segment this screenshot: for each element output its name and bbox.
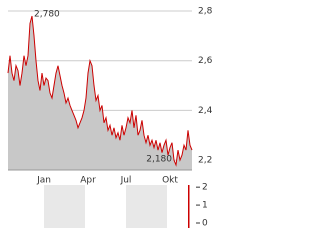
x-tick-label: Jan: [36, 176, 51, 186]
y-tick-label: 0: [202, 219, 208, 229]
x-tick-label: Okt: [162, 176, 178, 186]
price-line: [7, 15, 193, 167]
chart: 2,2 2,4 2,6 2,8 Jan Apr Jul Okt 2,780 2,180 0 1 2: [7, 7, 213, 229]
price-area: [8, 16, 192, 170]
volume-bar: [188, 185, 190, 228]
y-tick-label: 2,4: [198, 106, 213, 116]
x-tick-label: Jul: [120, 176, 132, 186]
max-label: 2,780: [34, 9, 60, 19]
y-tick-label: 1: [202, 201, 208, 211]
y-tick-label: 2,6: [198, 56, 213, 66]
y-tick-label: 2,2: [198, 156, 212, 166]
x-tick-label: Apr: [80, 176, 96, 186]
y-tick-label: 2,8: [198, 7, 213, 17]
quarter-band: [126, 185, 167, 228]
quarter-band: [44, 185, 85, 228]
min-label: 2,180: [146, 155, 172, 165]
y-tick-label: 2: [202, 183, 208, 193]
